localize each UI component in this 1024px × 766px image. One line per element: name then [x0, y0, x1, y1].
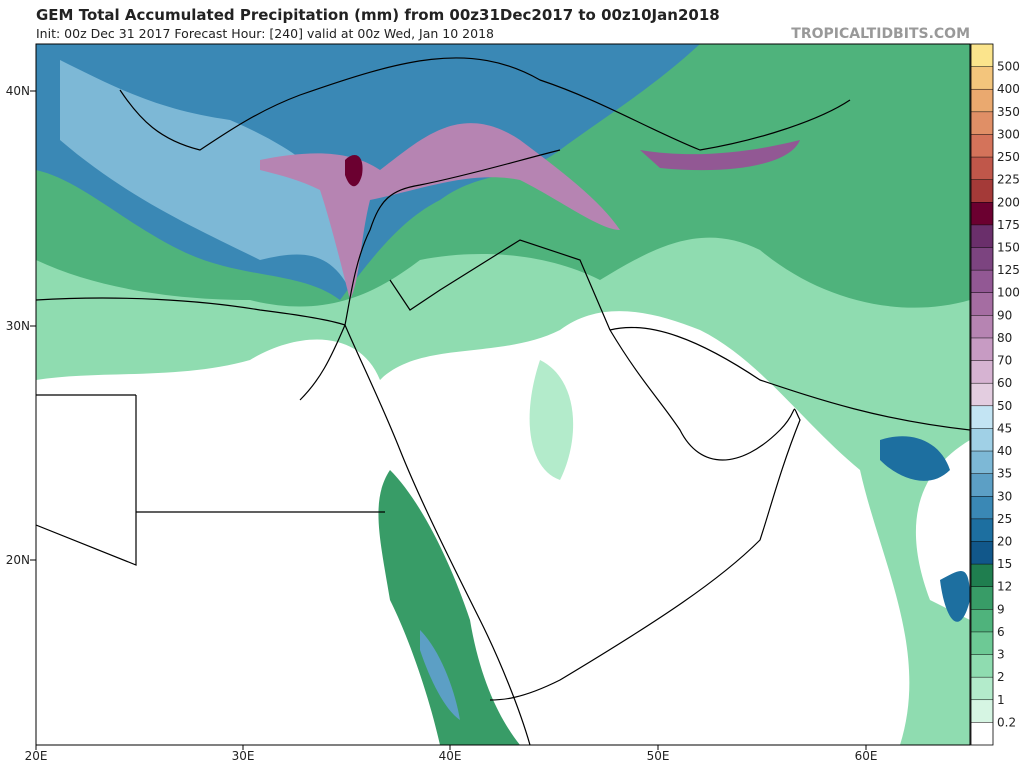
colorbar-swatch: [971, 677, 993, 700]
colorbar-label: 225: [997, 173, 1020, 187]
colorbar-swatch: [971, 89, 993, 112]
colorbar-label: 3: [997, 648, 1005, 662]
colorbar-label: 12: [997, 580, 1012, 594]
colorbar-swatch: [971, 292, 993, 316]
colorbar-swatch: [971, 654, 993, 678]
colorbar-swatch: [971, 405, 993, 429]
colorbar-label: 20: [997, 534, 1012, 548]
colorbar-swatch: [971, 224, 993, 248]
graticule-labels: 40N 30N 20N 20E 30E 40E 50E 60E: [6, 84, 878, 763]
lon-label: 30E: [232, 749, 255, 763]
colorbar-swatch: [971, 631, 993, 655]
colorbar-label: 60: [997, 376, 1012, 390]
colorbar-label: 125: [997, 263, 1020, 277]
title: GEM Total Accumulated Precipitation (mm)…: [36, 6, 720, 24]
colorbar-frame: [970, 43, 994, 746]
colorbar-label: 100: [997, 286, 1020, 300]
colorbar-swatch: [971, 270, 993, 293]
colorbar-label: 400: [997, 82, 1020, 96]
watermark: TROPICALTIDBITS.COM: [791, 26, 970, 42]
colorbar-label: 200: [997, 195, 1020, 209]
lon-label: 50E: [647, 749, 670, 763]
colorbar-swatch: [971, 179, 993, 203]
lon-label: 60E: [855, 749, 878, 763]
colorbar-label: 70: [997, 354, 1012, 368]
colorbar-swatch: [971, 66, 993, 90]
lat-label: 20N: [6, 553, 30, 567]
colorbar-swatch: [971, 428, 993, 452]
colorbar-swatch: [971, 360, 993, 384]
colorbar-swatch: [971, 451, 993, 474]
colorbar-swatch: [971, 699, 993, 723]
colorbar-label: 2: [997, 670, 1005, 684]
colorbar-swatch: [971, 518, 993, 542]
colorbar-swatch: [971, 202, 993, 225]
colorbar-swatch: [971, 496, 993, 519]
colorbar-swatch: [971, 383, 993, 406]
colorbar-label: 15: [997, 557, 1012, 571]
colorbar-swatch: [971, 609, 993, 632]
colorbar-label: 6: [997, 625, 1005, 639]
colorbar-label: 50: [997, 399, 1012, 413]
colorbar-label: 150: [997, 241, 1020, 255]
colorbar-label: 300: [997, 127, 1020, 141]
colorbar-swatch: [971, 337, 993, 361]
colorbar-swatch: [971, 111, 993, 135]
colorbar-swatch: [971, 541, 993, 565]
colorbar-label: 45: [997, 421, 1012, 435]
colorbar: 0.21236912152025303540455060708090100125…: [970, 43, 1020, 746]
lat-label: 40N: [6, 84, 30, 98]
colorbar-swatch: [971, 44, 993, 67]
lat-label: 30N: [6, 319, 30, 333]
colorbar-swatch: [971, 586, 993, 610]
colorbar-label: 350: [997, 105, 1020, 119]
colorbar-label: 500: [997, 60, 1020, 74]
colorbar-label: 90: [997, 308, 1012, 322]
colorbar-label: 0.2: [997, 715, 1016, 729]
colorbar-label: 40: [997, 444, 1012, 458]
colorbar-swatch: [971, 564, 993, 587]
colorbar-swatch: [971, 247, 993, 271]
lon-label: 40E: [439, 749, 462, 763]
subtitle: Init: 00z Dec 31 2017 Forecast Hour: [24…: [36, 26, 494, 41]
colorbar-swatch: [971, 315, 993, 338]
colorbar-label: 250: [997, 150, 1020, 164]
lon-label: 20E: [25, 749, 48, 763]
colorbar-label: 9: [997, 602, 1005, 616]
colorbar-swatch: [971, 134, 993, 158]
colorbar-label: 80: [997, 331, 1012, 345]
colorbar-label: 25: [997, 512, 1012, 526]
colorbar-swatch: [971, 473, 993, 497]
colorbar-swatch: [971, 722, 993, 745]
map-area: [35, 43, 971, 746]
colorbar-label: 35: [997, 467, 1012, 481]
colorbar-label: 175: [997, 218, 1020, 232]
colorbar-label: 1: [997, 693, 1005, 707]
colorbar-label: 30: [997, 489, 1012, 503]
colorbar-swatch: [971, 157, 993, 180]
